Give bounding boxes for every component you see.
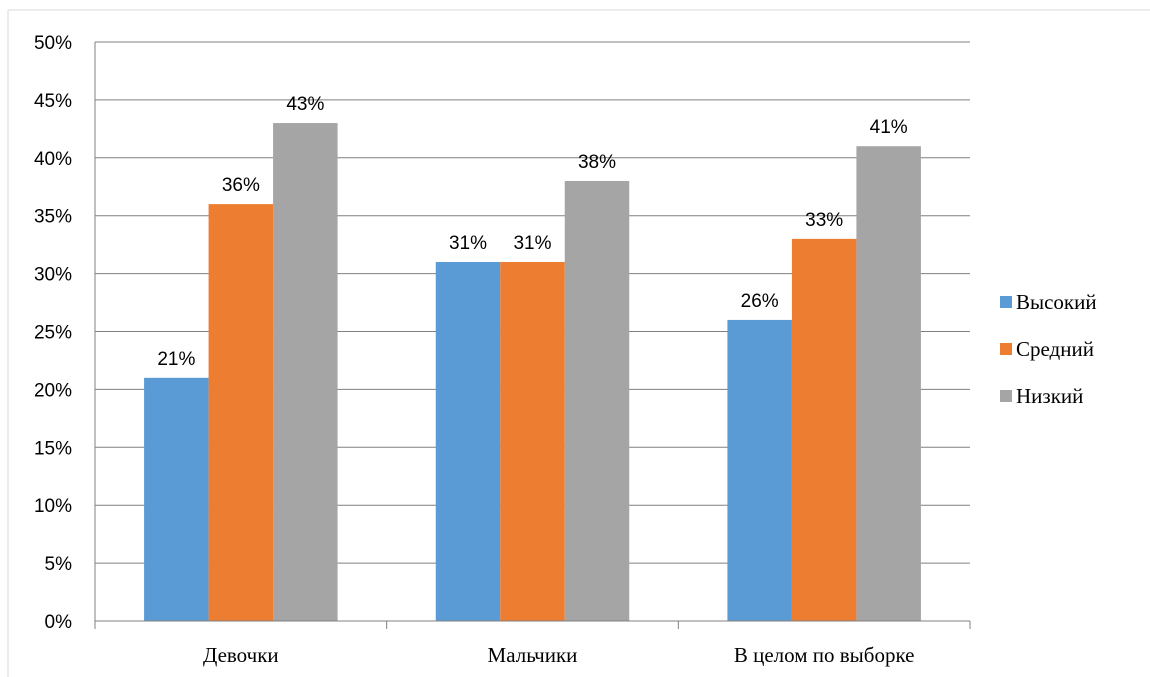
bar bbox=[208, 204, 274, 621]
bar bbox=[727, 319, 792, 621]
y-tick-label: 15% bbox=[34, 438, 72, 459]
data-label: 43% bbox=[286, 94, 324, 115]
bar bbox=[856, 146, 921, 621]
legend-label: Средний bbox=[1016, 337, 1094, 361]
x-category-label: Девочки bbox=[203, 643, 279, 667]
data-label: 31% bbox=[513, 233, 551, 254]
data-label: 26% bbox=[741, 291, 779, 312]
legend-swatch bbox=[1000, 296, 1012, 308]
y-tick-label: 40% bbox=[34, 149, 72, 170]
bar bbox=[144, 377, 209, 621]
y-tick-label: 35% bbox=[34, 207, 72, 228]
legend-label: Высокий bbox=[1016, 290, 1097, 314]
legend-swatch bbox=[1000, 390, 1012, 402]
data-label: 31% bbox=[449, 233, 487, 254]
bar bbox=[500, 262, 565, 621]
y-tick-label: 25% bbox=[34, 323, 72, 344]
bar bbox=[564, 180, 630, 621]
legend-label: Низкий bbox=[1016, 384, 1083, 408]
x-category-label: Мальчики bbox=[488, 643, 578, 667]
y-tick-label: 50% bbox=[34, 33, 72, 54]
y-tick-label: 45% bbox=[34, 91, 72, 112]
y-tick-label: 10% bbox=[34, 496, 72, 517]
y-tick-label: 30% bbox=[34, 265, 72, 286]
data-label: 36% bbox=[222, 175, 260, 196]
bar bbox=[273, 123, 338, 621]
bar bbox=[791, 238, 857, 622]
y-tick-label: 5% bbox=[45, 554, 73, 575]
y-tick-label: 0% bbox=[45, 612, 73, 633]
data-label: 41% bbox=[870, 117, 908, 138]
x-category-label: В целом по выборке bbox=[734, 643, 915, 667]
bar bbox=[435, 262, 501, 621]
data-label: 21% bbox=[157, 349, 195, 370]
legend-swatch bbox=[1000, 343, 1012, 355]
data-label: 38% bbox=[578, 152, 616, 173]
y-tick-label: 20% bbox=[34, 380, 72, 401]
data-label: 33% bbox=[805, 210, 843, 231]
